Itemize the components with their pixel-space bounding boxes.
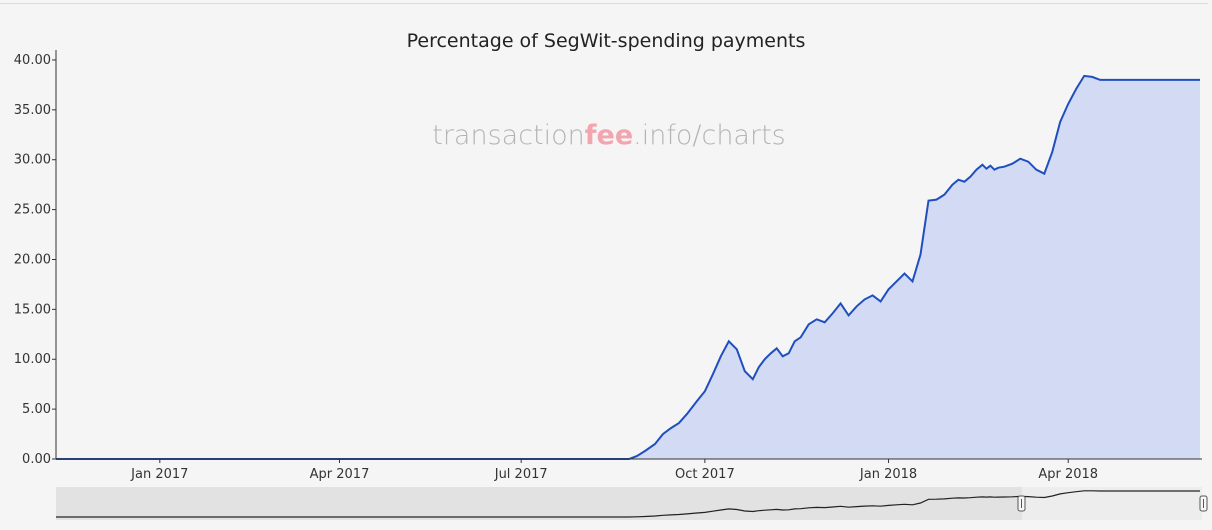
x-tick-label: Oct 2017	[675, 467, 735, 482]
navigator-line	[56, 490, 1200, 518]
y-tick-label: 30.00	[14, 153, 51, 168]
chart-title: Percentage of SegWit-spending payments	[407, 30, 806, 52]
range-navigator[interactable]	[56, 487, 1208, 520]
y-tick-label: 35.00	[14, 103, 51, 118]
y-tick-label: 15.00	[14, 302, 51, 317]
x-tick-label: Jul 2017	[494, 467, 548, 482]
watermark-suffix: .info/charts	[633, 120, 786, 151]
x-tick-label: Jan 2018	[859, 467, 917, 482]
series-line	[56, 74, 1200, 460]
watermark: transactionfee.info/charts	[432, 120, 785, 151]
navigator-mask	[56, 487, 1022, 520]
top-border	[0, 3, 1208, 4]
y-axis: 0.00 5.00 10.00 15.00 20.00 25.00 30.00 35.00 40…	[14, 50, 57, 467]
watermark-accent: fee	[585, 120, 633, 151]
x-axis: Jan 2017 Apr 2017 Jul 2017 Oct 2017 Jan 2018…	[56, 458, 1202, 482]
y-tick-label: 40.00	[14, 53, 51, 68]
x-tick-label: Jan 2017	[130, 467, 188, 482]
watermark-prefix: transaction	[432, 120, 585, 151]
y-tick-label: 25.00	[14, 203, 51, 218]
y-tick-label: 20.00	[14, 252, 51, 267]
y-tick-label: 10.00	[14, 352, 51, 367]
y-tick-label: 5.00	[22, 402, 51, 417]
plot-area	[56, 74, 1200, 460]
x-tick-label: Apr 2018	[1038, 467, 1098, 482]
y-tick-label: 0.00	[22, 452, 51, 467]
series-area	[56, 75, 1200, 460]
x-tick-label: Apr 2017	[310, 467, 370, 482]
